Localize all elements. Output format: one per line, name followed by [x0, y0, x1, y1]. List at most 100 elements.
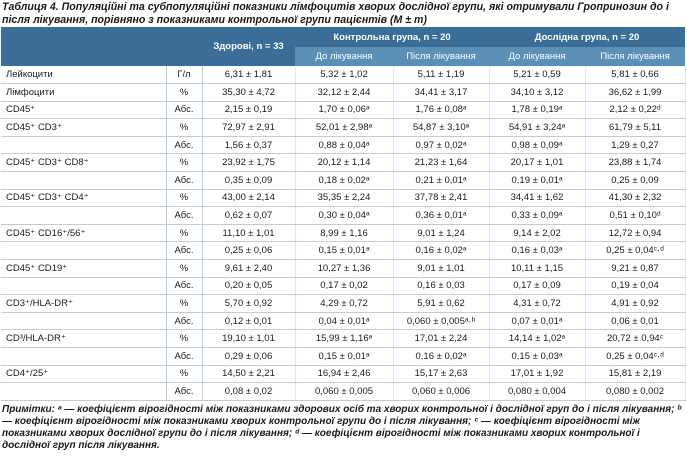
table-row: CD45⁺ CD3⁺% 72,97 ± 2,91 52,01 ± 2,98ᵃ 54,8… [1, 118, 686, 137]
value-experimental-after: 61,79 ± 5,11 [585, 118, 686, 137]
data-table: Здорові, n = 33 Контрольна група, n = 20… [1, 27, 686, 401]
header-experimental-after: Після лікування [585, 47, 686, 66]
value-healthy: 9,61 ± 2,40 [202, 259, 296, 278]
value-control-after: 5,91 ± 0,62 [393, 294, 490, 313]
unit-cell: % [166, 365, 203, 384]
value-experimental-after: 23,88 ± 1,74 [585, 153, 686, 173]
unit-cell: % [166, 294, 203, 313]
value-experimental-before: 0,17 ± 0,09 [489, 277, 586, 296]
indicator-name [1, 277, 167, 296]
value-healthy: 72,97 ± 2,91 [202, 118, 296, 137]
table-row: Абс. 0,35 ± 0,09 0,18 ± 0,02ᵃ 0,21 ± 0,01ᵃ 0… [1, 171, 686, 190]
value-experimental-before: 20,17 ± 1,01 [489, 153, 586, 173]
value-control-before: 15,99 ± 1,16ᵃ [295, 329, 394, 348]
value-healthy: 0,29 ± 0,06 [202, 347, 296, 366]
value-healthy: 0,20 ± 0,05 [202, 277, 296, 296]
header-control-after: Після лікування [393, 47, 489, 66]
value-experimental-before: 5,21 ± 0,59 [489, 66, 586, 85]
value-experimental-after: 0,25 ± 0,04ᶜ·ᵈ [585, 347, 686, 366]
indicator-name: CD45⁺ CD3⁺ [1, 118, 167, 137]
indicator-name: CD45⁺ CD16⁺/56⁺ [1, 224, 167, 243]
table-row: Лімфоцити% 35,30 ± 4,72 32,12 ± 2,44 34,41 … [1, 83, 686, 102]
indicator-name [1, 206, 167, 225]
indicator-name [1, 171, 167, 190]
indicator-name [1, 312, 167, 331]
value-control-before: 0,060 ± 0,005 [295, 382, 394, 401]
value-control-after: 0,21 ± 0,01ᵃ [393, 171, 490, 190]
value-healthy: 11,10 ± 1,01 [202, 224, 296, 243]
value-experimental-after: 0,51 ± 0,10ᵈ [585, 206, 686, 225]
value-experimental-after: 5,81 ± 0,66 [585, 66, 686, 85]
table-row: CD³/HLA-DR⁺% 19,10 ± 1,01 15,99 ± 1,16ᵃ 17,… [1, 329, 686, 348]
table-row: CD3⁺/HLA-DR⁺% 5,70 ± 0,92 4,29 ± 0,72 5,91 … [1, 294, 686, 313]
value-control-after: 0,36 ± 0,01ᵃ [393, 206, 490, 225]
value-control-before: 52,01 ± 2,98ᵃ [295, 118, 394, 137]
unit-cell: % [166, 224, 203, 243]
value-control-after: 0,16 ± 0,02ᵃ [393, 241, 490, 261]
value-control-after: 15,17 ± 2,63 [393, 365, 490, 384]
value-control-before: 0,18 ± 0,02ᵃ [295, 171, 394, 190]
value-healthy: 14,50 ± 2,21 [202, 365, 296, 384]
value-experimental-after: 1,29 ± 0,27 [585, 136, 686, 155]
table-row: Лейкоцити Г/л 6,31 ± 1,81 5,32 ± 1,02 5,11 ±… [1, 66, 686, 85]
indicator-name: Лейкоцити [1, 66, 167, 85]
value-control-before: 10,27 ± 1,36 [295, 259, 394, 278]
value-experimental-before: 0,16 ± 0,03ᵃ [489, 241, 586, 261]
table-row: Абс. 0,12 ± 0,01 0,04 ± 0,01ᵃ 0,060 ± 0,005… [1, 312, 686, 331]
value-control-after: 0,060 ± 0,005ᵃ·ᵇ [393, 312, 490, 331]
header-control-group: Контрольна група, n = 20 [295, 27, 489, 47]
unit-cell: Абс. [166, 171, 203, 190]
header-blank [1, 27, 202, 66]
value-experimental-before: 10,11 ± 1,15 [489, 259, 586, 278]
value-healthy: 6,31 ± 1,81 [202, 66, 296, 85]
indicator-name: CD4⁺/25⁺ [1, 365, 167, 384]
table-body: Лейкоцити Г/л 6,31 ± 1,81 5,32 ± 1,02 5,11 ±… [1, 66, 686, 401]
value-healthy: 0,35 ± 0,09 [202, 171, 296, 190]
value-healthy: 0,25 ± 0,06 [202, 241, 296, 261]
unit-cell: % [166, 153, 203, 173]
table-row: Абс. 1,56 ± 0,37 0,88 ± 0,04ᵃ 0,97 ± 0,02ᵃ 0… [1, 136, 686, 155]
unit-cell: Г/л [166, 66, 203, 85]
indicator-name [1, 382, 167, 401]
header-experimental-group: Дослідна група, n = 20 [489, 27, 686, 47]
table-notes: Примітки: ᵃ — коефіцієнт вірогідності мі… [2, 403, 682, 452]
table-row: CD45⁺ CD3⁺ CD4⁺% 43,00 ± 2,14 35,35 ± 2,24… [1, 189, 686, 208]
unit-cell: % [166, 329, 203, 348]
value-control-before: 5,32 ± 1,02 [295, 66, 394, 85]
value-healthy: 1,56 ± 0,37 [202, 136, 296, 155]
table-row: Абс. 0,29 ± 0,06 0,15 ± 0,01ᵃ 0,16 ± 0,02ᵃ 0… [1, 347, 686, 366]
value-healthy: 23,92 ± 1,75 [202, 153, 296, 173]
value-control-before: 0,15 ± 0,01ᵃ [295, 347, 394, 366]
value-control-after: 21,23 ± 1,64 [393, 153, 490, 173]
indicator-name: Лімфоцити [1, 83, 167, 102]
table-row: Абс. 0,25 ± 0,06 0,15 ± 0,01ᵃ 0,16 ± 0,02ᵃ 0… [1, 241, 686, 261]
value-experimental-after: 0,06 ± 0,01 [585, 312, 686, 331]
unit-cell: % [166, 259, 203, 278]
unit-cell: Абс. [166, 277, 203, 296]
value-control-after: 9,01 ± 1,01 [393, 259, 490, 278]
value-control-before: 8,99 ± 1,16 [295, 224, 394, 243]
unit-cell: Абс. [166, 312, 203, 331]
table-row: CD45⁺ CD16⁺/56⁺% 11,10 ± 1,01 8,99 ± 1,16 9… [1, 224, 686, 243]
value-control-before: 20,12 ± 1,14 [295, 153, 394, 173]
value-experimental-before: 0,98 ± 0,09ᵃ [489, 136, 586, 155]
value-control-before: 35,35 ± 2,24 [295, 189, 394, 208]
value-experimental-after: 2,12 ± 0,22ᵈ [585, 101, 686, 120]
value-control-before: 32,12 ± 2,44 [295, 83, 394, 102]
value-experimental-before: 0,07 ± 0,01ᵃ [489, 312, 586, 331]
value-experimental-before: 9,14 ± 2,02 [489, 224, 586, 243]
indicator-name: CD3⁺/HLA-DR⁺ [1, 294, 167, 313]
value-healthy: 0,12 ± 0,01 [202, 312, 296, 331]
value-control-after: 0,060 ± 0,006 [393, 382, 490, 401]
unit-cell: Абс. [166, 241, 203, 261]
value-experimental-before: 34,41 ± 1,62 [489, 189, 586, 208]
value-control-before: 4,29 ± 0,72 [295, 294, 394, 313]
value-experimental-before: 54,91 ± 3,24ᵃ [489, 118, 586, 137]
table-row: Абс. 0,62 ± 0,07 0,30 ± 0,04ᵃ 0,36 ± 0,01ᵃ 0… [1, 206, 686, 225]
unit-cell: Абс. [166, 101, 203, 120]
header-experimental-before: До лікування [489, 47, 585, 66]
value-experimental-before: 17,01 ± 1,92 [489, 365, 586, 384]
table-row: CD45⁺ CD19⁺% 9,61 ± 2,40 10,27 ± 1,36 9,01 … [1, 259, 686, 278]
unit-cell: Абс. [166, 136, 203, 155]
value-control-before: 1,70 ± 0,06ᵃ [295, 101, 394, 120]
